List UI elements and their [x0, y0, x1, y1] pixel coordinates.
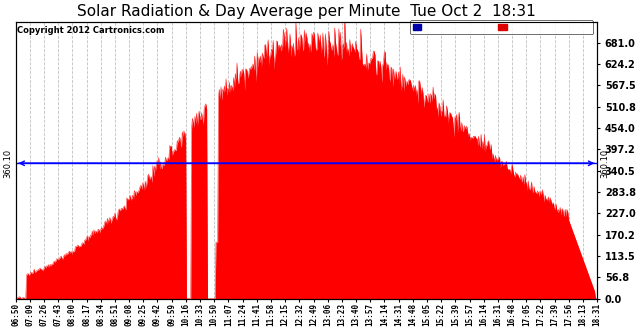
- Legend: Median (w/m2), Radiation (w/m2): Median (w/m2), Radiation (w/m2): [410, 20, 593, 34]
- Title: Solar Radiation & Day Average per Minute  Tue Oct 2  18:31: Solar Radiation & Day Average per Minute…: [77, 4, 536, 19]
- Text: 360.10: 360.10: [4, 149, 13, 178]
- Text: Copyright 2012 Cartronics.com: Copyright 2012 Cartronics.com: [17, 26, 164, 35]
- Text: 360.10: 360.10: [600, 149, 609, 178]
